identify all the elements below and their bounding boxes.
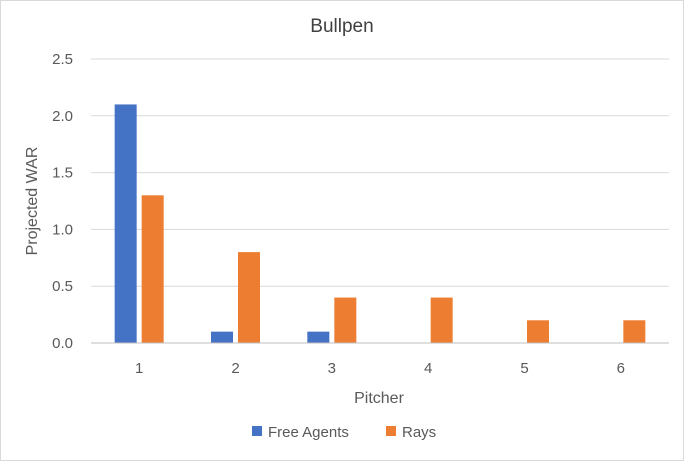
bar-rays [141,195,164,343]
bar-free-agents [211,331,233,343]
x-tick-label: 1 [135,360,143,377]
y-axis-ticks: 0.0 0.5 1.0 1.5 2.0 2.5 [52,51,73,352]
bar-free-agents [307,331,330,343]
bar-rays [238,252,260,343]
y-tick-label: 1.5 [52,165,73,182]
x-tick-label: 6 [617,360,625,377]
x-axis-title: Pitcher [354,390,404,407]
legend: Free Agents Rays [252,424,436,441]
x-axis-ticks: 1 2 3 4 5 6 [135,360,625,377]
y-tick-label: 2.0 [52,108,73,125]
legend-swatch [252,426,262,436]
legend-label: Free Agents [268,424,349,441]
x-tick-label: 2 [231,360,239,377]
gridlines [91,58,669,287]
y-tick-label: 1.0 [52,221,73,238]
chart-title: Bullpen [310,16,373,37]
x-tick-label: 3 [328,360,336,377]
x-tick-label: 4 [424,360,432,377]
y-tick-label: 2.5 [52,51,73,68]
bar-rays [334,297,357,343]
y-tick-label: 0.0 [52,335,73,352]
bar-rays [527,320,549,343]
legend-label: Rays [402,424,436,441]
y-tick-label: 0.5 [52,278,73,295]
bar-rays [623,320,646,343]
bars [114,104,646,343]
bar-rays [430,297,453,343]
bar-free-agents [114,104,137,343]
legend-swatch [386,426,396,436]
x-tick-label: 5 [520,360,528,377]
y-axis-title: Projected WAR [24,147,41,256]
